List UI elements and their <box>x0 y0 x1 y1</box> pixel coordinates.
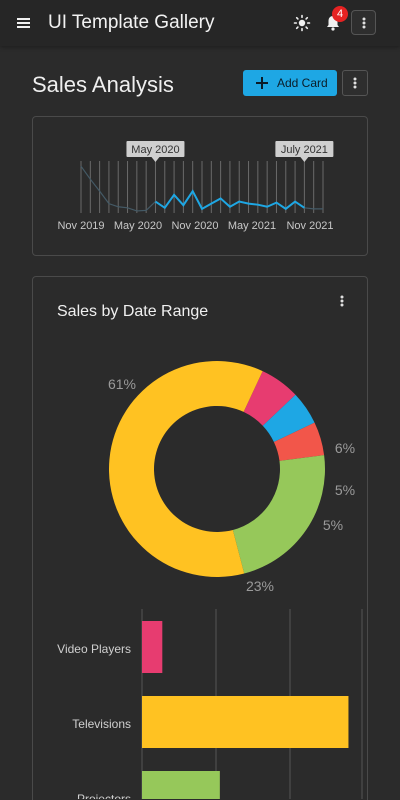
donut-slice-label: 6% <box>335 440 355 456</box>
range-selector-chart[interactable]: May 2020 July 2021 Nov 2019 May 2020 Nov 202… <box>33 117 369 257</box>
range-handle-label-bg <box>275 141 334 157</box>
donut-slice-label: 5% <box>335 482 355 498</box>
app-title: UI Template Gallery <box>48 12 215 33</box>
range-line-unselected-right <box>304 207 323 210</box>
donut-chart: 6% 5% 5% 23% 61% <box>108 361 355 594</box>
range-handle-label: May 2020 <box>131 144 179 156</box>
add-card-button[interactable]: Add Card <box>243 70 337 96</box>
bar <box>142 621 163 673</box>
range-start-handle[interactable]: May 2020 <box>126 141 185 162</box>
notification-badge: 4 <box>332 6 348 22</box>
range-handle-pointer <box>151 157 160 162</box>
card-more-icon[interactable] <box>335 293 349 309</box>
donut-slice <box>232 455 326 574</box>
more-vertical-icon[interactable] <box>351 10 376 35</box>
menu-icon[interactable] <box>14 13 34 33</box>
donut-slice <box>109 361 263 577</box>
x-tick-label: Nov 2019 <box>57 220 104 232</box>
x-tick-label: Nov 2021 <box>286 220 333 232</box>
donut-slice <box>243 371 296 426</box>
range-handle-pointer <box>300 157 309 162</box>
range-line-selected <box>154 189 305 211</box>
x-tick-label: May 2021 <box>228 220 276 232</box>
page-more-button[interactable] <box>342 70 368 96</box>
bar-category-label: Projectors <box>77 792 131 799</box>
sales-by-date-range-card: Sales by Date Range 6% 5% 5% 23% 61% Video P… <box>32 276 368 800</box>
donut-slice <box>273 422 325 461</box>
donut-slice-label: 23% <box>246 578 274 594</box>
donut-slice-label: 61% <box>108 376 136 392</box>
bar <box>142 771 220 799</box>
donut-slice-label: 5% <box>323 517 343 533</box>
app-bar: UI Template Gallery 4 <box>0 0 400 46</box>
bar-category-label: Televisions <box>72 717 131 731</box>
page-title: Sales Analysis <box>32 72 174 97</box>
bar <box>142 696 349 748</box>
bar-chart: Video Players Televisions Projectors <box>57 609 363 799</box>
more-vertical-icon <box>353 77 357 89</box>
bar-category-label: Video Players <box>57 642 131 656</box>
plus-icon <box>255 76 269 90</box>
sun-icon[interactable] <box>292 13 312 33</box>
donut-slice <box>262 394 315 442</box>
range-line-unselected-left <box>80 165 156 212</box>
range-handle-label: July 2021 <box>281 144 328 156</box>
add-card-label: Add Card <box>277 76 328 90</box>
x-tick-label: May 2020 <box>114 220 162 232</box>
card-title: Sales by Date Range <box>57 303 209 320</box>
range-handle-label-bg <box>126 141 185 157</box>
range-end-handle[interactable]: July 2021 <box>275 141 334 162</box>
range-selector-card: May 2020 July 2021 Nov 2019 May 2020 Nov 202… <box>32 116 368 256</box>
x-tick-label: Nov 2020 <box>171 220 218 232</box>
